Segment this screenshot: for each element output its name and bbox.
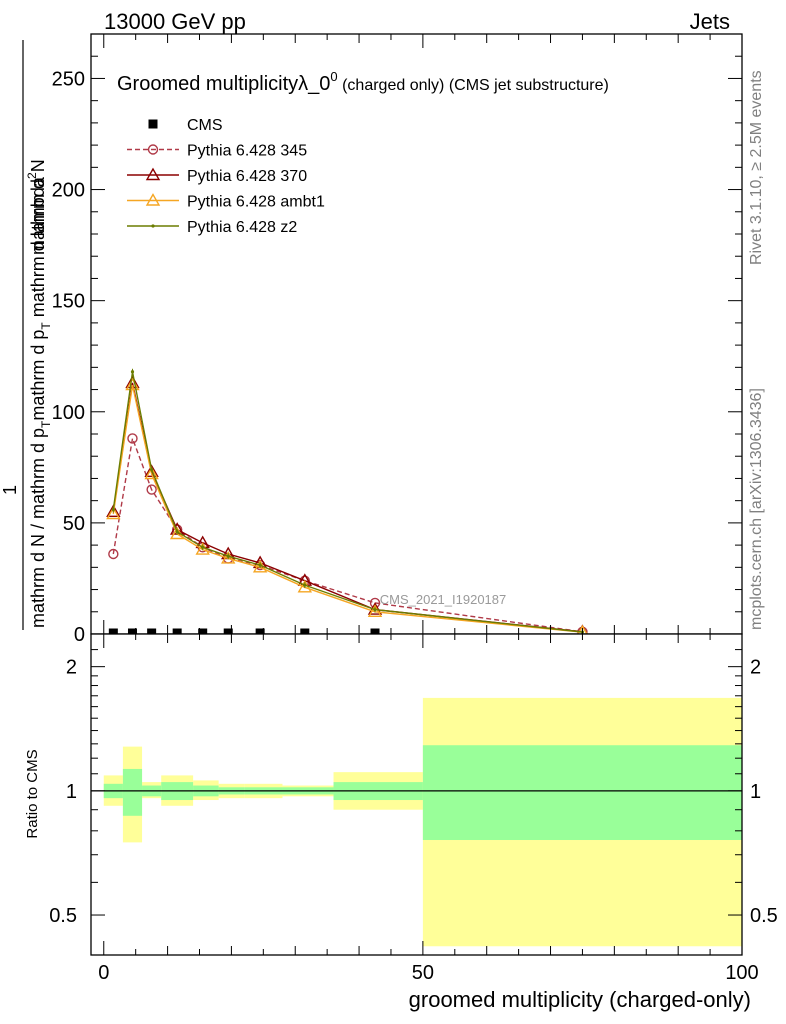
legend-label: Pythia 6.428 345 — [187, 143, 307, 160]
ratio-ytick-label-left: 2 — [66, 657, 77, 679]
series-line — [112, 371, 583, 633]
main-ytick-label: 200 — [52, 180, 85, 202]
ratio-ytick-label-right: 1 — [750, 781, 761, 803]
ratio-ylabel: Ratio to CMS — [24, 749, 41, 838]
series-point — [106, 506, 121, 520]
legend-marker — [151, 224, 155, 228]
main-ytick-label: 100 — [52, 402, 85, 424]
series-point — [144, 464, 159, 477]
cms-point — [370, 628, 380, 638]
legend-marker — [145, 193, 161, 206]
cms-point — [300, 628, 310, 638]
cms-point — [147, 628, 157, 638]
plot-title: Groomed multiplicityλ_00 (charged only) … — [117, 69, 609, 95]
legend-label: Pythia 6.428 z2 — [187, 219, 297, 236]
header-left-label: 13000 GeV pp — [104, 9, 246, 34]
xlabel: groomed multiplicity (charged-only) — [409, 987, 751, 1012]
series-pythia-6-428-z2 — [111, 368, 585, 635]
ratio-ytick-label-left: 0.5 — [49, 905, 77, 927]
legend-marker — [147, 144, 159, 155]
legend-marker — [148, 119, 158, 129]
plot-title-tail: (charged only) (CMS jet substructure) — [338, 77, 609, 94]
main-plot-background — [91, 34, 742, 634]
series-point — [258, 563, 262, 567]
ratio-ytick-label-left: 1 — [66, 781, 77, 803]
series-line — [112, 384, 583, 633]
series-point — [127, 433, 138, 444]
plot-title-main: Groomed multiplicityλ_0 — [117, 73, 330, 95]
header-right-label: Jets — [690, 9, 730, 34]
rivet-version-label: Rivet 3.1.10, ≥ 2.5M events — [748, 70, 765, 265]
main-ytick-label: 0 — [74, 624, 85, 646]
series-point — [226, 554, 230, 558]
mcplots-label: mcplots.cern.ch [arXiv:1306.3436] — [748, 388, 765, 630]
cms-point — [127, 628, 137, 638]
ylabel-denominator: mathrm d N / mathrm d pTmathrm d pT math… — [28, 176, 53, 628]
series-point — [146, 484, 157, 495]
ratio-inner-band — [122, 768, 143, 816]
ratio-inner-band — [422, 745, 742, 841]
series-point — [106, 504, 121, 517]
cms-point — [198, 628, 208, 638]
series-cms — [108, 628, 380, 638]
legend-entry: CMS — [148, 117, 223, 134]
series-line — [112, 435, 583, 633]
xtick-label: 50 — [412, 962, 434, 984]
main-ylabel: 1 mathrm d N / mathrm d pTmathrm d pT ma… — [0, 40, 53, 630]
main-ytick-label: 250 — [52, 68, 85, 90]
series-point — [175, 530, 179, 534]
ratio-plot-frame — [90, 633, 743, 956]
ratio-ytick-label-right: 0.5 — [750, 905, 778, 927]
legend-label: Pythia 6.428 ambt1 — [187, 194, 325, 211]
legend-label: Pythia 6.428 370 — [187, 168, 307, 185]
main-ytick-label: 150 — [52, 291, 85, 313]
cms-point — [255, 628, 265, 638]
xtick-label: 0 — [98, 962, 109, 984]
legend-entry: Pythia 6.428 370 — [127, 167, 307, 185]
main-ytick-label: 50 — [63, 513, 85, 535]
series-point — [130, 370, 135, 374]
ratio-axis-ticks: 0.5 0.5 1 1 2 2 0 50 100 — [49, 634, 778, 984]
legend-entry: Pythia 6.428 ambt1 — [127, 193, 325, 211]
ylabel-prefix: 1 — [0, 485, 20, 495]
cms-point — [172, 628, 182, 638]
series-point — [367, 604, 383, 617]
ratio-bands-layer — [91, 697, 742, 947]
ylabel-numerator: mathrm d2N — [25, 159, 48, 255]
plot-title-sup: 0 — [330, 69, 337, 84]
series-point — [144, 466, 159, 480]
series-point — [201, 545, 205, 549]
legend-label: CMS — [187, 117, 223, 134]
cms-point — [108, 628, 118, 638]
main-plot: 0 50 100 150 200 250 CMS_2021_I1920187 — [52, 33, 743, 646]
xtick-label: 100 — [725, 962, 758, 984]
legend-entry: Pythia 6.428 345 — [127, 143, 307, 160]
legend-entry: Pythia 6.428 z2 — [127, 219, 297, 236]
legend-marker — [145, 167, 161, 181]
cms-point — [223, 628, 233, 638]
ratio-ytick-label-right: 2 — [750, 657, 761, 679]
legend: CMS Pythia 6.428 345 Pythia 6.428 370 Pythi… — [127, 117, 325, 236]
series-point — [373, 607, 377, 612]
analysis-watermark: CMS_2021_I1920187 — [380, 592, 507, 607]
series-point — [303, 583, 307, 587]
series-point — [150, 467, 154, 472]
main-axis-ticks: 0 50 100 150 200 250 — [52, 34, 743, 646]
series-point — [108, 548, 119, 560]
series-point — [111, 507, 115, 512]
ratio-plot: 0.5 0.5 1 1 2 2 0 50 100 — [49, 633, 778, 984]
